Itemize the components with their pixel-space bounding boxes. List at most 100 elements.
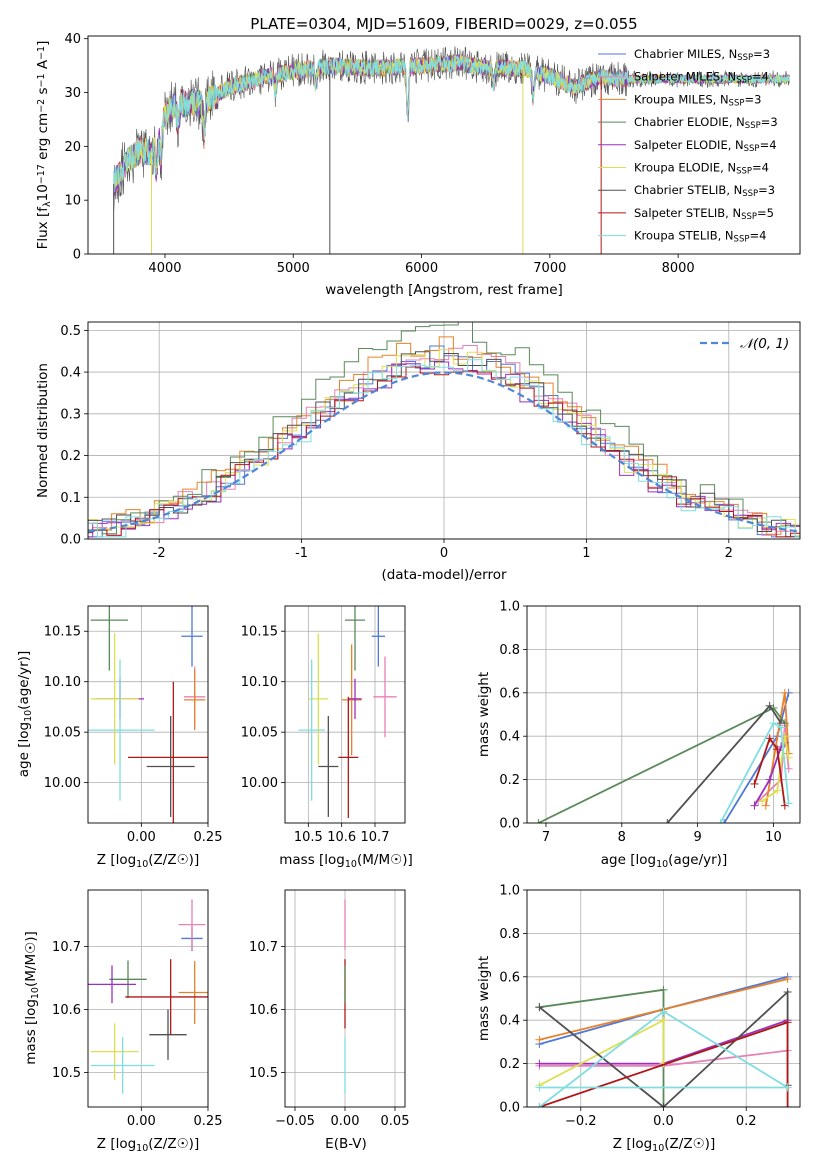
legend-label: Salpeter STELIB, NSSP=5 <box>634 206 774 222</box>
x-tick-label: -1 <box>295 546 308 561</box>
legend-label-part: SSP <box>734 235 750 245</box>
figure-title: PLATE=0304, MJD=51609, FIBERID=0029, z=0… <box>250 15 637 33</box>
axis-label-part: 10 <box>652 1143 664 1154</box>
legend-label-part: =4 <box>752 161 769 175</box>
y-axis-label-part: λ <box>42 201 53 207</box>
x-tick-label: 8 <box>618 830 626 845</box>
y-tick-label: 0.2 <box>499 1057 520 1072</box>
x-tick-label: 0.00 <box>331 1114 360 1129</box>
legend-label-part: =4 <box>752 70 769 84</box>
y-axis-label-part: −1 <box>36 73 47 87</box>
y-tick-label: 0.3 <box>60 407 81 422</box>
y-tick-label: 20 <box>64 140 81 155</box>
x-axis-label: (data-model)/error <box>381 567 507 583</box>
legend-label-part: =3 <box>761 115 778 129</box>
residuals-panel: -2 -1 0 1 2 0.0 0.1 0.2 0.3 0.4 0.5 𝒩(0, 1) (data-mo… <box>35 321 801 583</box>
legend-label-part: =4 <box>749 229 766 243</box>
spectrum-panel: 4000 5000 6000 7000 8000 0 10 20 30 40 wavelength … <box>35 32 801 298</box>
legend-label-part: SSP <box>744 144 760 154</box>
legend-label-part: Salpeter STELIB, N <box>634 206 741 220</box>
y-tick-label: 10.7 <box>249 940 278 955</box>
x-tick-label: 4000 <box>148 261 181 276</box>
y-tick-label: 10.05 <box>44 726 81 741</box>
y-axis-label: mass weight <box>476 672 492 757</box>
x-tick-label: 0.25 <box>194 830 223 845</box>
x-tick-label: 0.25 <box>194 1114 223 1129</box>
x-tick-label: 8000 <box>662 261 695 276</box>
axis-label-part: age [log <box>601 852 656 868</box>
y-axis-label-part: erg cm <box>35 113 51 164</box>
series-line-salpeter_stelib <box>753 736 786 806</box>
legend-label-part: =5 <box>757 206 774 220</box>
y-tick-label: 10.6 <box>52 1003 81 1018</box>
legend-label-part: Chabrier STELIB, N <box>634 183 742 197</box>
x-tick-label: 0.05 <box>381 1114 410 1129</box>
x-tick-label: 10 <box>765 830 782 845</box>
legend-label-part: =3 <box>758 183 775 197</box>
legend-label-part: Kroupa ELODIE, N <box>634 161 736 175</box>
axis-label-part: 10 <box>30 987 41 999</box>
x-tick-label: 10.5 <box>294 830 323 845</box>
axis-label-part: mass [log <box>23 999 39 1065</box>
axes-frame <box>526 889 801 1108</box>
x-tick-label: 5000 <box>277 261 310 276</box>
x-tick-label: -2 <box>153 546 166 561</box>
y-tick-label: 0.0 <box>499 817 520 832</box>
y-tick-label: 10 <box>64 194 81 209</box>
axis-label: Z [log10(Z/Z☉)] <box>613 1136 715 1154</box>
y-tick-label: 0 <box>73 248 81 263</box>
weight_vs_age-panel: 7 8 9 10 0.0 0.2 0.4 0.6 0.8 1.0 mass weight age [l… <box>476 600 801 870</box>
legend-label-part: =3 <box>753 47 770 61</box>
y-tick-label: 10.6 <box>249 1003 278 1018</box>
legend-label: Kroupa MILES, NSSP=3 <box>634 92 761 108</box>
axis-label: mass [log10(M/M☉)] <box>279 852 412 870</box>
y-axis-label-part: ] <box>35 41 51 46</box>
axes-frame <box>87 889 209 1108</box>
age_vs_mass-panel: 10.5 10.6 10.7 10.00 10.05 10.10 10.15 mass [lo… <box>241 605 413 870</box>
y-axis-label-part: Flux [f <box>35 206 51 250</box>
legend-label-part: SSP <box>736 76 752 86</box>
x-tick-label: 0.0 <box>653 1114 674 1129</box>
x-tick-label: 1 <box>582 546 590 561</box>
axis-label-part: mass [log <box>279 852 345 868</box>
y-tick-label: 1.0 <box>499 600 520 615</box>
y-tick-label: 0.8 <box>499 643 520 658</box>
legend-label-part: SSP <box>742 189 758 199</box>
y-tick-label: 10.00 <box>241 776 278 791</box>
axis-label-part: Z [log <box>97 852 136 868</box>
x-tick-label: 0.00 <box>127 830 156 845</box>
x-tick-label: 0 <box>440 546 448 561</box>
histogram-salpeter_stelib <box>88 366 800 538</box>
axis-label-part: 10 <box>656 859 668 870</box>
legend-label-part: Chabrier MILES, N <box>634 47 737 61</box>
x-axis-label: E(B-V) <box>325 1136 367 1152</box>
y-tick-label: 0.0 <box>60 533 81 548</box>
y-tick-label: 1.0 <box>499 884 520 899</box>
x-tick-label: 6000 <box>405 261 438 276</box>
weight_vs_Z-panel: −0.2 0.0 0.2 0.0 0.2 0.4 0.6 0.8 1.0 mass weight Z… <box>476 884 801 1154</box>
histogram-chabrier_elodie <box>88 322 800 535</box>
y-tick-label: 10.05 <box>241 726 278 741</box>
y-axis-label-part: s <box>35 87 51 98</box>
x-axis-label: wavelength [Angstrom, rest frame] <box>325 282 563 298</box>
y-tick-label: 10.5 <box>52 1066 81 1081</box>
axes-frame <box>87 35 801 255</box>
y-tick-label: 10.15 <box>44 625 81 640</box>
axes-frame <box>87 321 801 540</box>
series-line-kroupa_stelib <box>719 721 790 823</box>
axis-label-part: (Z/Z☉)] <box>664 1136 715 1152</box>
series-line-kroupa_elodie <box>538 1018 665 1087</box>
y-tick-label: 0.2 <box>499 773 520 788</box>
axis-label-part: 10 <box>345 859 357 870</box>
y-tick-label: 0.4 <box>499 1014 520 1029</box>
y-axis-label: mass weight <box>476 956 492 1041</box>
x-tick-label: 0.00 <box>127 1114 156 1129</box>
y-tick-label: 10.5 <box>249 1066 278 1081</box>
legend-label-part: =4 <box>760 138 777 152</box>
y-axis-label-part: −17 <box>36 164 47 184</box>
series-line-chabrier_elodie <box>539 988 665 1107</box>
x-tick-label: 7000 <box>533 261 566 276</box>
x-tick-label: 7 <box>542 830 550 845</box>
